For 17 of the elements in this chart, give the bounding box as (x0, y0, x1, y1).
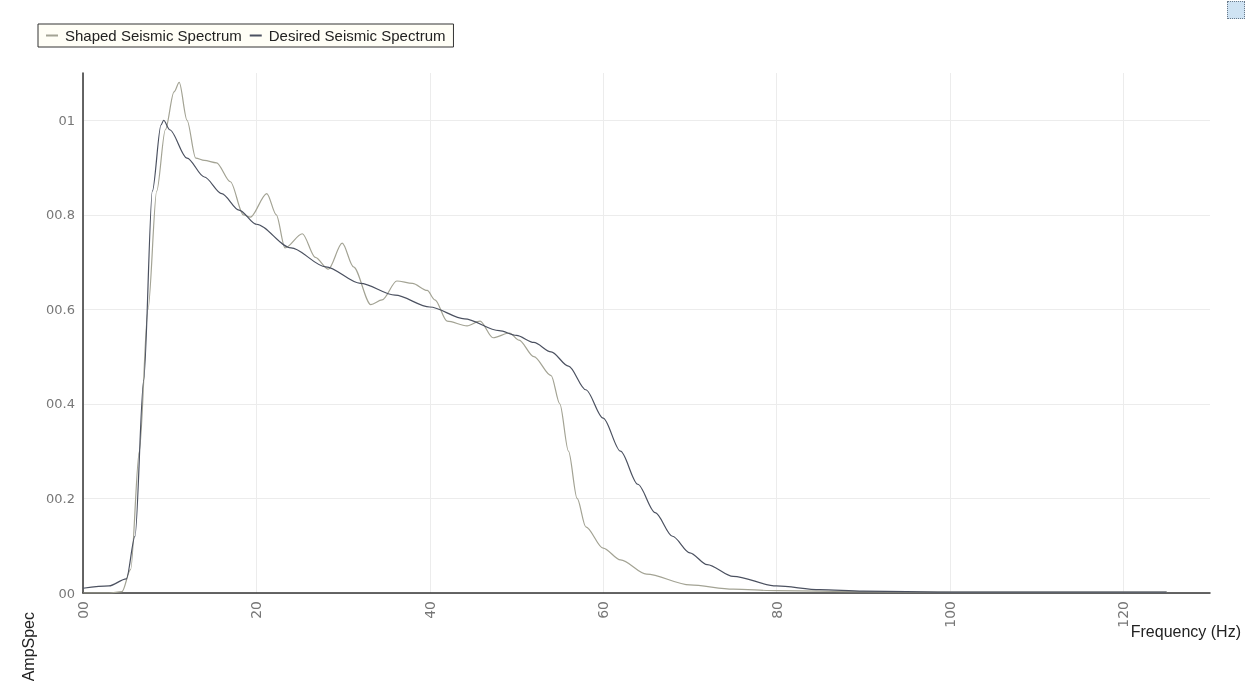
legend-label: Desired Seismic Spectrum (268, 27, 446, 44)
y-tick-label: 00 (58, 585, 75, 601)
y-tick-label: 01 (58, 112, 75, 128)
legend-label: Shaped Seismic Spectrum (65, 27, 242, 44)
y-tick-label: 00.2 (46, 490, 75, 506)
x-axis-title: Frequency (Hz) (1130, 622, 1241, 640)
y-tick-label: 00.8 (46, 207, 75, 223)
x-tick-label: 40 (421, 601, 438, 619)
x-tick-label: 100 (941, 601, 958, 628)
x-tick-label: 120 (1115, 601, 1132, 628)
y-tick-label: 00.6 (46, 301, 75, 317)
y-axis-title: AmpSpec (19, 611, 37, 681)
y-tick-label: 00.4 (46, 396, 75, 412)
x-tick-label: 00 (75, 601, 91, 619)
x-tick-label: 60 (595, 601, 612, 619)
x-tick-label: 20 (248, 601, 265, 619)
x-tick-label: 80 (768, 601, 785, 619)
